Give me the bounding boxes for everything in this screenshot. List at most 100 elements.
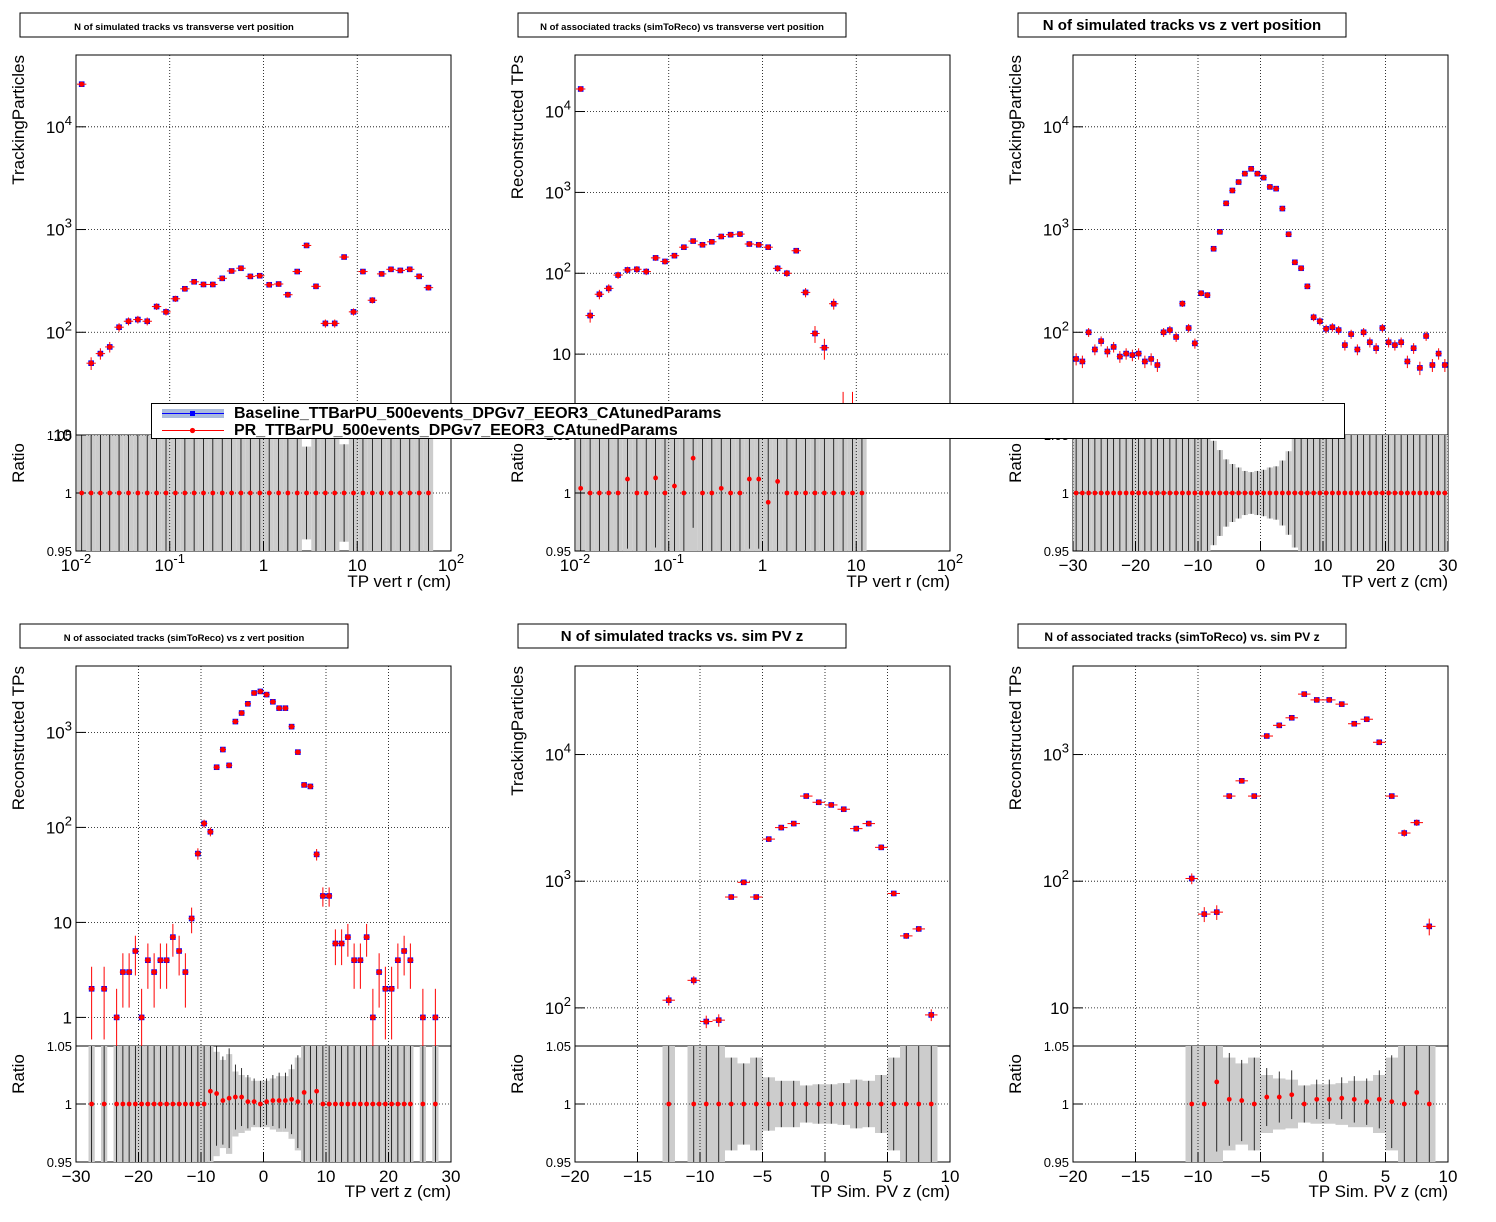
ratio-point [1401,1101,1407,1107]
pr-point [314,851,320,857]
pr-point [376,969,382,975]
ratio-point [389,1101,395,1107]
pr-point [151,969,157,975]
pr-point [1404,358,1410,365]
pr-point [1129,352,1135,358]
ratio-point [1117,490,1123,496]
pr-point [285,292,291,298]
ratio-point [1329,490,1335,496]
ratio-point [1267,490,1273,496]
pr-point [1248,166,1254,172]
ratio-point [332,1101,338,1107]
pr-point [691,977,697,983]
ratio-point [793,490,799,496]
pr-point [107,344,113,350]
ratio-point [728,490,734,496]
ratio-point [1104,490,1110,496]
ratio-point [360,490,366,496]
y-axis-label: Reconstructed TPs [1006,666,1025,810]
pr-point [1301,691,1307,697]
ratio-point [634,490,640,496]
ratio-point [1317,490,1323,496]
pr-point [313,283,319,289]
pr-point [1401,830,1407,836]
legend-entry-baseline: Baseline_TTBarPU_500events_DPGv7_EEOR3_C… [152,405,1344,422]
ratio-point [345,1101,351,1107]
x-tick-label: 10 [317,1167,336,1186]
ratio-point [401,1101,407,1107]
pr-point [191,279,197,285]
pr-point [1223,200,1229,206]
pr-point [332,940,338,947]
ratio-point [238,490,244,496]
y-axis-label: TrackingParticles [508,666,527,796]
ratio-point [709,490,715,496]
pr-point [1173,334,1179,340]
ratio-point [1154,490,1160,496]
pr-point [1323,326,1329,332]
pr-point [303,242,310,249]
pr-point [1201,911,1207,917]
ratio-point [1386,490,1392,496]
x-tick-label: −15 [623,1167,652,1186]
x-tick-label: 10-1 [155,551,185,575]
pr-point [176,948,182,954]
ratio-point [182,1101,188,1107]
ratio-point [691,1101,697,1107]
pr-point [139,1014,145,1021]
ratio-point [416,490,422,496]
pr-point [395,957,401,963]
ratio-point [1398,490,1404,496]
ratio-point [126,1101,132,1107]
pr-point [1417,365,1423,371]
ratio-point [266,490,272,496]
x-tick-label: −20 [1121,556,1150,575]
ratio-point [1404,490,1410,496]
x-tick-label: 10 [1314,556,1333,575]
ratio-point [1254,490,1260,496]
pr-point [407,957,413,963]
ratio-point [690,455,696,461]
chart-title: N of associated tracks (simToReco) vs z … [64,633,305,644]
ratio-point [1086,490,1092,496]
pr-point [1226,793,1232,799]
x-tick-label: −30 [62,1167,91,1186]
ratio-point [151,1101,157,1107]
ratio-point [1364,1099,1370,1105]
legend: Baseline_TTBarPU_500events_DPGv7_EEOR3_C… [151,403,1345,439]
pr-point [1192,340,1198,346]
ratio-point [1186,490,1192,496]
chart-panel-1: N of simulated tracks vs transverse vert… [9,12,464,591]
ratio-y-tick-label: 1 [65,1097,72,1112]
pr-point [341,254,347,260]
ratio-point [201,490,206,496]
ratio-y-tick-label: 1.05 [47,1039,72,1054]
pr-point [1286,231,1292,237]
ratio-point [145,1101,151,1107]
ratio-y-axis-label: Ratio [9,1054,28,1094]
y-tick-label: 102 [46,318,72,342]
pr-point [257,273,263,279]
ratio-point [1389,1099,1395,1105]
x-tick-label: −10 [1184,1167,1213,1186]
ratio-y-axis-label: Ratio [1006,443,1025,483]
x-tick-label: 10-2 [61,551,91,575]
pr-point [369,297,375,303]
legend-pr-marker-icon [162,427,224,434]
ratio-point [775,479,781,484]
chart-title: N of simulated tracks vs transverse vert… [74,22,294,33]
ratio-point [1298,490,1304,496]
pr-point [1361,329,1367,335]
pr-point [587,312,593,319]
y-tick-label: 10 [53,913,72,932]
ratio-point [1079,490,1085,496]
ratio-point [1423,490,1429,496]
pr-point [295,749,301,755]
pr-point [1198,290,1204,296]
pr-point [289,724,295,730]
ratio-point [578,485,584,491]
ratio-point [88,490,94,496]
ratio-point [1392,490,1398,496]
pr-point [425,285,432,291]
